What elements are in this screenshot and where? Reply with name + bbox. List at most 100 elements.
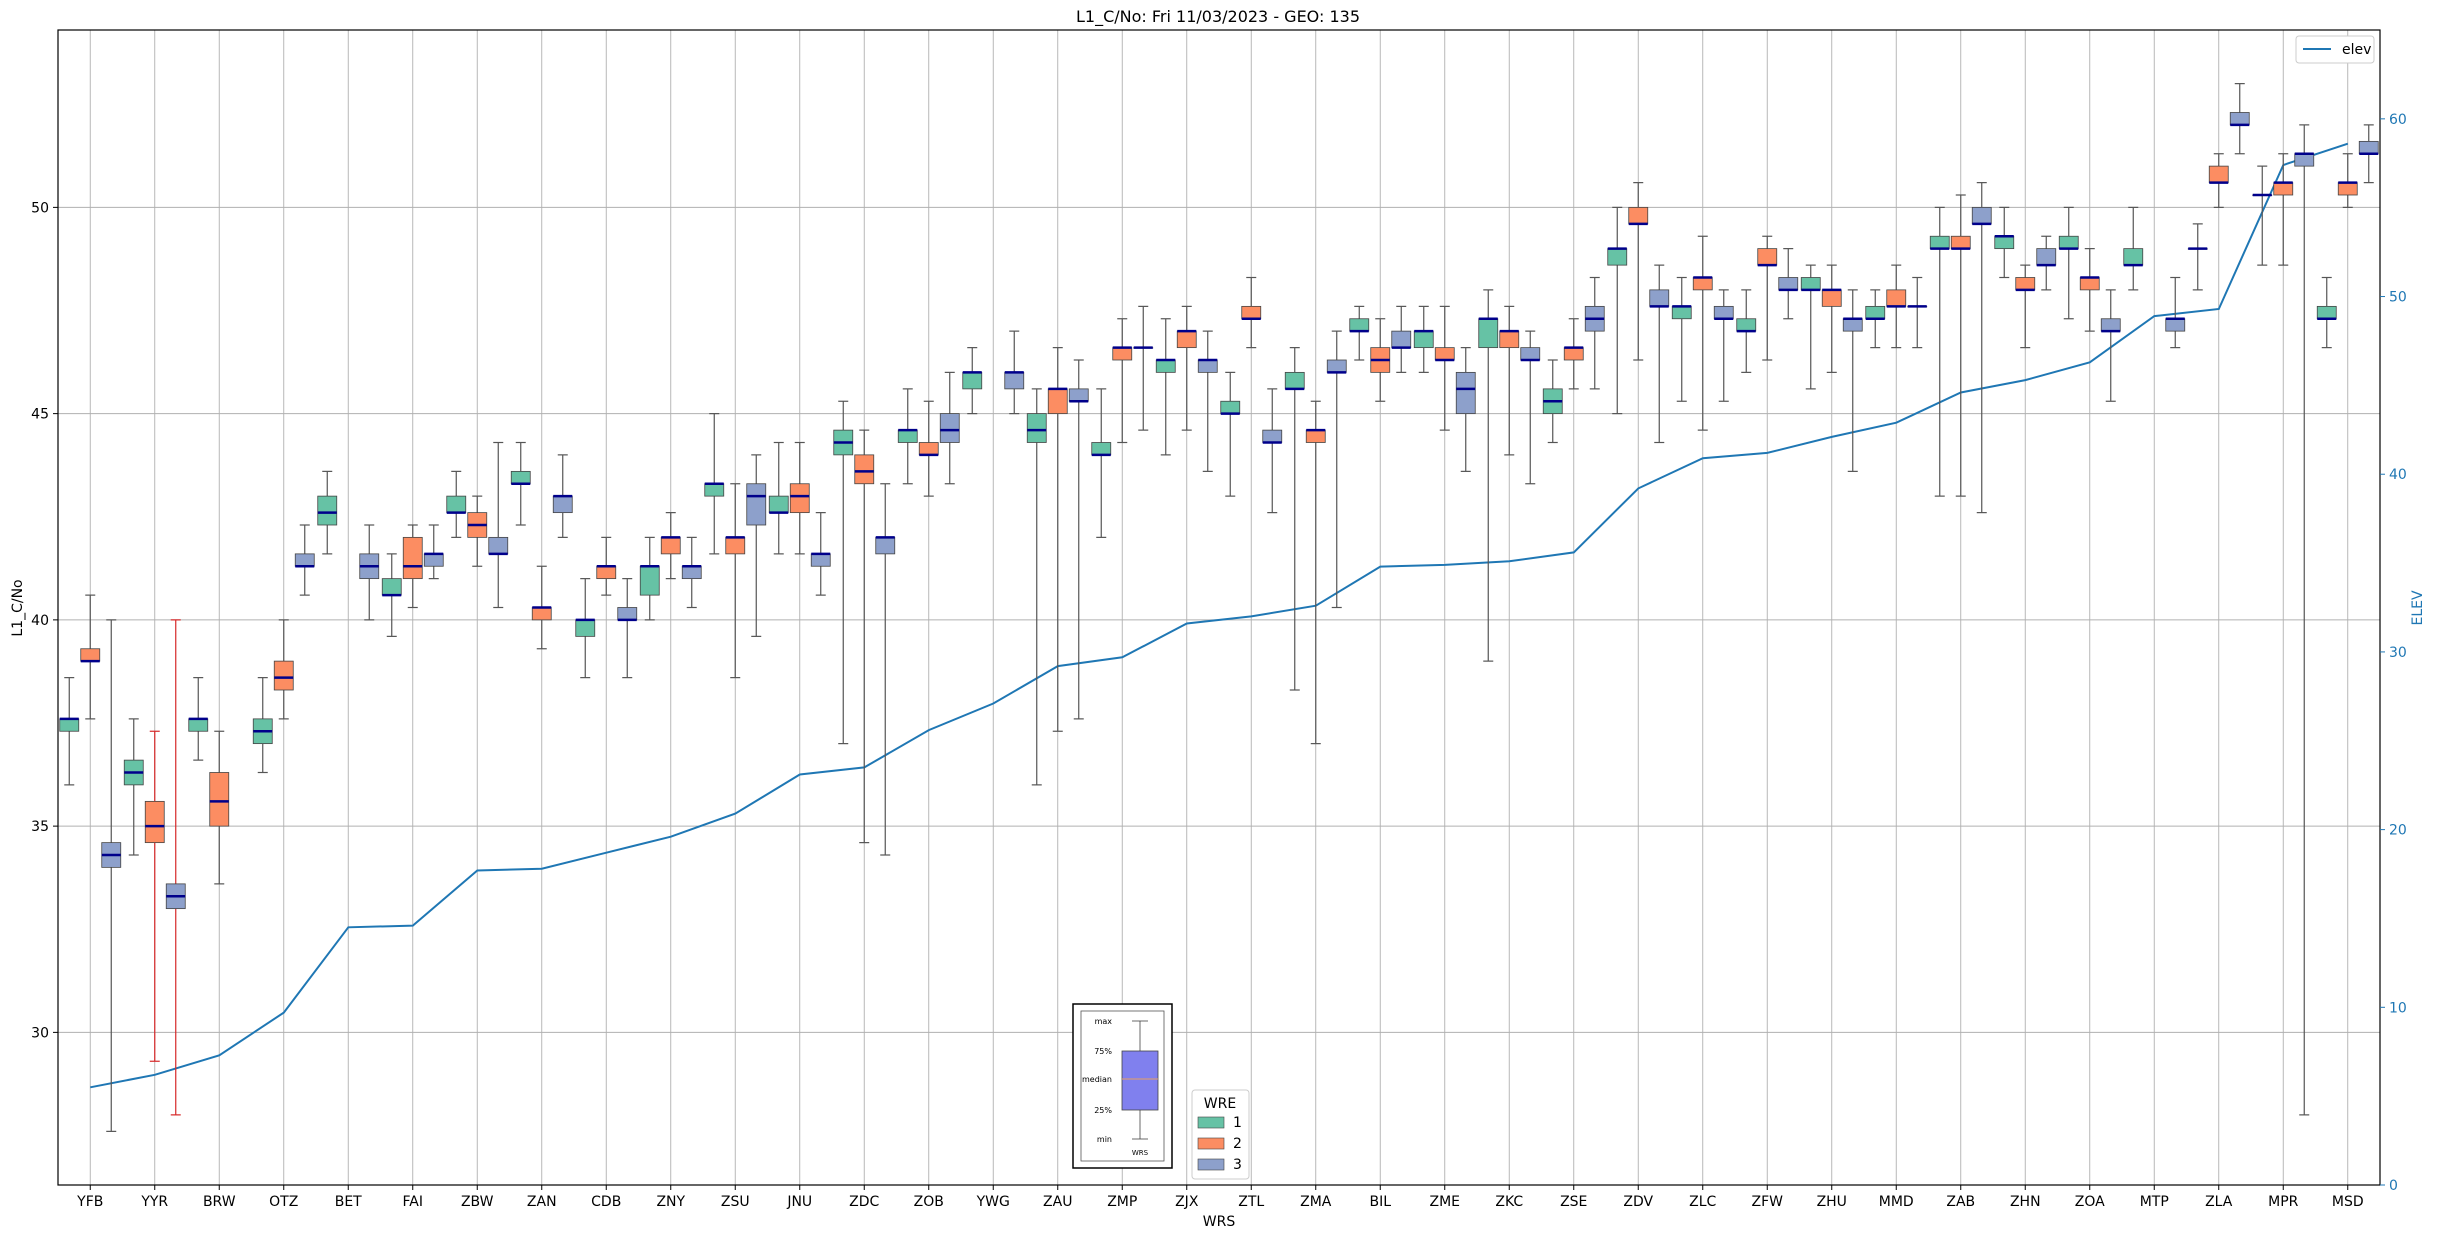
box-iqr [1220, 400, 1241, 415]
box-iqr [1262, 429, 1283, 443]
box-iqr [660, 536, 681, 555]
wre-legend: WRE 1 2 3 [1191, 1089, 1250, 1180]
box-zhn-wre-3 [2036, 235, 2057, 291]
wre-legend-swatch-1 [1197, 1116, 1225, 1129]
box-jnu-wre-1 [768, 441, 789, 555]
box-zfw-wre-3 [1778, 248, 1799, 320]
box-iqr [704, 483, 725, 497]
box-iqr [510, 470, 531, 485]
x-tick-label: ZKC [1495, 1194, 1523, 1210]
box-jnu-wre-2 [789, 441, 810, 555]
box-yfb-wre-2 [80, 594, 101, 720]
box-zhu-wre-3 [1842, 289, 1863, 472]
box-iqr [1757, 248, 1778, 266]
box-zme-wre-1 [1413, 305, 1434, 373]
x-tick-label: MTP [2140, 1194, 2169, 1210]
box-yfb-wre-1 [59, 677, 80, 786]
y-axis-label: L1_C/No [10, 579, 26, 636]
box-zsu-wre-1 [704, 413, 725, 555]
x-tick-label: ZMA [1300, 1194, 1332, 1210]
box-zbw-wre-3 [488, 441, 509, 609]
y2-tick-label: 20 [2389, 823, 2407, 839]
y2-tick-label: 60 [2389, 112, 2407, 128]
box-zau-wre-3 [1068, 359, 1089, 720]
box-iqr [2229, 112, 2250, 126]
box-zoa-wre-1 [2058, 206, 2079, 320]
box-iqr [2100, 318, 2121, 332]
box-zmp-wre-2 [1112, 318, 1133, 444]
box-iqr [1197, 359, 1218, 373]
elev-layer [90, 142, 2349, 1089]
axis-layer: YFB YYR BRW OTZ BET FAI ZBW ZAN CDB ZNY ZSU JNU ZDC Z… [31, 112, 2407, 1210]
y-tick-label: 35 [31, 819, 49, 835]
box-iqr [1434, 347, 1455, 361]
box-bil-wre-1 [1349, 305, 1370, 361]
box-yyr-wre-1 [123, 718, 144, 856]
box-iqr [59, 718, 80, 732]
y2-tick-label: 10 [2389, 1000, 2407, 1016]
y-tick-label: 45 [31, 407, 49, 423]
box-ywg-wre-1 [962, 347, 983, 415]
box-cdb-wre-2 [596, 536, 617, 596]
box-zan-wre-2 [531, 565, 552, 650]
box-zhu-wre-2 [1821, 264, 1842, 373]
box-mpr-wre-3 [2294, 124, 2315, 1116]
grid-layer [58, 30, 2380, 1185]
elev-series-line [90, 142, 2349, 1089]
box-iqr [80, 648, 101, 662]
x-tick-label: MSD [2332, 1194, 2364, 1210]
y-tick-label: 50 [31, 200, 49, 216]
box-cdb-wre-1 [575, 578, 596, 679]
x-tick-label: ZME [1429, 1194, 1460, 1210]
box-iqr [596, 565, 617, 580]
box-zme-wre-3 [1455, 347, 1476, 472]
box-ztl-wre-3 [1262, 388, 1283, 514]
box-zla-wre-1 [2187, 223, 2208, 291]
box-msd-wre-3 [2358, 124, 2379, 184]
wre-legend-frame [1191, 1089, 1250, 1180]
box-iqr [1628, 206, 1649, 225]
box-zma-wre-3 [1326, 330, 1347, 609]
box-iqr [1091, 442, 1112, 456]
box-iqr [768, 495, 789, 514]
box-zkc-wre-3 [1520, 330, 1541, 485]
x-tick-label: FAI [403, 1194, 423, 1210]
box-msd-wre-1 [2316, 276, 2337, 349]
box-iqr [1176, 330, 1197, 349]
box-iqr [1692, 277, 1713, 291]
box-iqr [1349, 318, 1370, 332]
box-mmd-wre-1 [1865, 289, 1886, 349]
box-iqr [1004, 371, 1025, 390]
box-zbw-wre-1 [446, 470, 467, 538]
wre-legend-swatch-2 [1197, 1137, 1225, 1150]
box-iqr [2036, 248, 2057, 266]
x-tick-label: ZNY [656, 1194, 685, 1210]
box-zfw-wre-2 [1757, 235, 1778, 361]
x-tick-label: OTZ [269, 1194, 298, 1210]
box-iqr [1671, 305, 1692, 320]
box-iqr [1886, 289, 1907, 307]
x-tick-label: ZBW [461, 1194, 494, 1210]
box-iqr [1842, 318, 1863, 332]
x-axis-label: WRS [1203, 1214, 1236, 1230]
box-iqr [1391, 330, 1412, 349]
box-iqr [402, 536, 423, 580]
boxplot-key-q1-label: 25% [1094, 1106, 1112, 1115]
box-iqr [1413, 330, 1434, 349]
box-iqr [875, 536, 896, 555]
box-mmd-wre-2 [1886, 264, 1907, 349]
box-bil-wre-3 [1391, 305, 1412, 373]
box-otz-wre-1 [252, 677, 273, 774]
box-iqr [1950, 235, 1971, 250]
box-iqr [1994, 235, 2015, 250]
box-fai-wre-1 [381, 553, 402, 637]
box-iqr [1284, 371, 1305, 390]
box-iqr [273, 660, 294, 691]
box-zjx-wre-2 [1176, 305, 1197, 431]
box-mmd-wre-3 [1907, 276, 1928, 349]
box-iqr [446, 495, 467, 514]
x-tick-label: MMD [1879, 1194, 1914, 1210]
box-zny-wre-1 [639, 536, 660, 621]
x-tick-label: ZMP [1107, 1194, 1137, 1210]
